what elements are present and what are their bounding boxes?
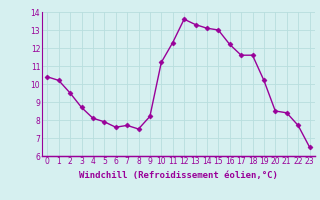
X-axis label: Windchill (Refroidissement éolien,°C): Windchill (Refroidissement éolien,°C) [79, 171, 278, 180]
